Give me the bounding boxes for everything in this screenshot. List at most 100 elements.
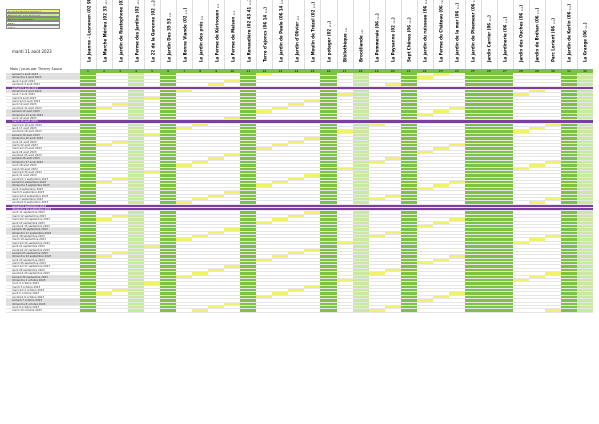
schedule-cell[interactable] <box>304 147 321 150</box>
schedule-cell[interactable] <box>304 181 321 184</box>
schedule-cell[interactable] <box>240 170 257 174</box>
schedule-cell[interactable] <box>400 201 417 204</box>
schedule-cell[interactable] <box>128 272 145 275</box>
schedule-cell[interactable] <box>128 197 145 201</box>
schedule-cell[interactable] <box>96 299 113 302</box>
schedule-cell[interactable] <box>320 110 337 113</box>
schedule-cell[interactable] <box>176 164 193 167</box>
schedule-cell[interactable] <box>512 204 529 207</box>
schedule-cell[interactable] <box>160 235 177 238</box>
schedule-cell[interactable] <box>496 194 513 197</box>
schedule-cell[interactable] <box>80 285 97 288</box>
schedule-cell[interactable] <box>240 241 257 245</box>
schedule-cell[interactable] <box>304 160 321 164</box>
schedule-cell[interactable] <box>480 258 497 261</box>
schedule-cell[interactable] <box>336 96 353 99</box>
schedule-cell[interactable] <box>112 184 129 187</box>
schedule-cell[interactable] <box>224 89 241 93</box>
schedule-cell[interactable] <box>80 100 97 103</box>
schedule-cell[interactable] <box>352 123 369 126</box>
schedule-cell[interactable] <box>384 211 401 214</box>
schedule-cell[interactable] <box>192 255 209 258</box>
schedule-cell[interactable] <box>96 137 113 140</box>
schedule-cell[interactable] <box>400 289 417 292</box>
schedule-cell[interactable] <box>96 194 113 197</box>
schedule-cell[interactable] <box>160 73 177 76</box>
schedule-cell[interactable] <box>496 157 513 160</box>
schedule-cell[interactable] <box>80 299 97 302</box>
schedule-cell[interactable] <box>192 305 209 309</box>
schedule-cell[interactable] <box>240 275 257 278</box>
schedule-cell[interactable] <box>496 187 513 191</box>
schedule-cell[interactable] <box>192 123 209 126</box>
schedule-cell[interactable] <box>256 305 273 309</box>
schedule-cell[interactable] <box>544 218 561 221</box>
schedule-cell[interactable] <box>80 272 97 275</box>
schedule-cell[interactable] <box>464 285 481 288</box>
schedule-cell[interactable] <box>128 268 145 272</box>
schedule-cell[interactable] <box>288 116 305 120</box>
schedule-cell[interactable] <box>432 130 449 133</box>
schedule-cell[interactable] <box>272 197 289 201</box>
schedule-cell[interactable] <box>512 89 529 93</box>
schedule-cell[interactable] <box>224 282 241 285</box>
column-header[interactable]: La Jardinerie (06 ...) <box>496 0 513 69</box>
schedule-cell[interactable] <box>528 164 545 167</box>
schedule-cell[interactable] <box>160 116 177 120</box>
schedule-cell[interactable] <box>432 123 449 126</box>
schedule-cell[interactable] <box>160 208 177 211</box>
schedule-cell[interactable] <box>320 143 337 147</box>
schedule-cell[interactable] <box>144 187 161 191</box>
schedule-cell[interactable] <box>96 201 113 204</box>
schedule-cell[interactable] <box>256 147 273 150</box>
schedule-cell[interactable] <box>400 113 417 116</box>
schedule-cell[interactable] <box>576 224 593 228</box>
schedule-cell[interactable] <box>336 262 353 265</box>
schedule-cell[interactable] <box>304 150 321 153</box>
schedule-cell[interactable] <box>320 248 337 251</box>
schedule-cell[interactable] <box>224 113 241 116</box>
schedule-cell[interactable] <box>128 191 145 194</box>
schedule-cell[interactable] <box>144 164 161 167</box>
schedule-cell[interactable] <box>544 86 561 89</box>
schedule-cell[interactable] <box>480 302 497 305</box>
schedule-cell[interactable] <box>416 285 433 288</box>
schedule-cell[interactable] <box>208 289 225 292</box>
schedule-cell[interactable] <box>128 184 145 187</box>
schedule-cell[interactable] <box>560 201 577 204</box>
schedule-cell[interactable] <box>336 191 353 194</box>
schedule-cell[interactable] <box>144 245 161 248</box>
schedule-cell[interactable] <box>352 295 369 299</box>
schedule-cell[interactable] <box>432 299 449 302</box>
schedule-cell[interactable] <box>320 218 337 221</box>
schedule-cell[interactable] <box>528 305 545 309</box>
schedule-cell[interactable] <box>400 150 417 153</box>
schedule-cell[interactable] <box>576 150 593 153</box>
schedule-cell[interactable] <box>176 160 193 164</box>
schedule-cell[interactable] <box>464 292 481 295</box>
schedule-cell[interactable] <box>336 110 353 113</box>
schedule-cell[interactable] <box>192 150 209 153</box>
schedule-cell[interactable] <box>448 265 465 268</box>
schedule-cell[interactable] <box>208 187 225 191</box>
schedule-cell[interactable] <box>176 245 193 248</box>
schedule-cell[interactable] <box>304 218 321 221</box>
schedule-cell[interactable] <box>576 275 593 278</box>
schedule-cell[interactable] <box>80 208 97 211</box>
schedule-cell[interactable] <box>112 177 129 180</box>
schedule-cell[interactable] <box>448 160 465 164</box>
schedule-cell[interactable] <box>160 309 177 312</box>
schedule-cell[interactable] <box>448 268 465 272</box>
schedule-cell[interactable] <box>432 305 449 309</box>
schedule-cell[interactable] <box>288 79 305 83</box>
schedule-cell[interactable] <box>448 83 465 86</box>
schedule-cell[interactable] <box>176 113 193 116</box>
schedule-cell[interactable] <box>112 302 129 305</box>
schedule-cell[interactable] <box>464 214 481 218</box>
schedule-cell[interactable] <box>176 96 193 99</box>
schedule-cell[interactable] <box>304 204 321 207</box>
schedule-cell[interactable] <box>448 197 465 201</box>
schedule-cell[interactable] <box>480 106 497 110</box>
schedule-cell[interactable] <box>320 106 337 110</box>
schedule-cell[interactable] <box>352 103 369 106</box>
